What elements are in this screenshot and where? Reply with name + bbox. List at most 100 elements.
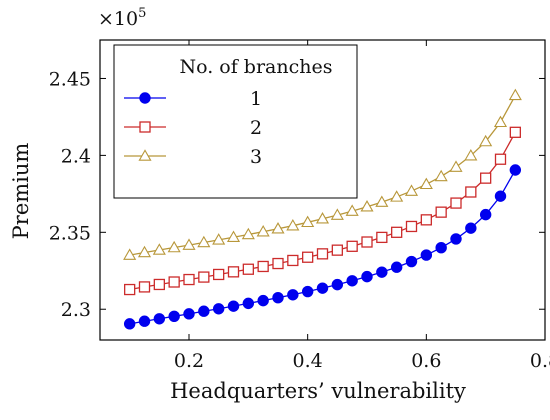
data-point bbox=[479, 208, 492, 221]
data-point bbox=[346, 240, 358, 252]
data-point bbox=[241, 227, 255, 240]
series-3 bbox=[123, 88, 522, 260]
data-point bbox=[405, 255, 418, 268]
data-point bbox=[331, 278, 344, 291]
data-point bbox=[152, 243, 166, 255]
y-axis-label: Premium bbox=[9, 143, 33, 240]
series-layer bbox=[123, 88, 522, 330]
legend: No. of branches 1 2 3 bbox=[113, 44, 358, 199]
data-point bbox=[124, 283, 136, 296]
y-axis-multiplier-base: ×10 bbox=[98, 8, 138, 30]
data-point bbox=[360, 200, 374, 212]
data-point bbox=[390, 261, 403, 273]
data-point bbox=[198, 271, 210, 283]
data-point bbox=[257, 294, 269, 307]
data-point bbox=[183, 273, 195, 286]
data-point bbox=[301, 215, 315, 228]
data-point bbox=[420, 249, 433, 261]
data-point bbox=[480, 172, 492, 184]
legend-label: 1 bbox=[250, 88, 262, 110]
legend-entry-1: 1 bbox=[124, 88, 262, 110]
data-point bbox=[509, 126, 521, 138]
data-point bbox=[316, 248, 329, 260]
data-point bbox=[286, 218, 300, 231]
data-point bbox=[138, 315, 151, 327]
data-point bbox=[464, 148, 478, 161]
data-point bbox=[287, 289, 299, 301]
legend-swatch-marker bbox=[139, 121, 151, 133]
series-2 bbox=[124, 126, 521, 296]
data-point bbox=[153, 278, 165, 291]
data-point bbox=[183, 308, 195, 320]
data-point bbox=[361, 270, 373, 283]
data-point bbox=[198, 305, 210, 317]
data-point bbox=[450, 197, 462, 209]
legend-label: 2 bbox=[250, 117, 262, 139]
x-tick-label: 0.6 bbox=[411, 350, 441, 372]
data-point bbox=[256, 224, 270, 237]
data-point bbox=[123, 318, 136, 330]
data-point bbox=[346, 275, 358, 287]
data-point bbox=[465, 186, 477, 198]
data-point bbox=[330, 208, 344, 220]
data-point bbox=[316, 282, 329, 294]
data-point bbox=[509, 164, 522, 176]
legend-box bbox=[113, 44, 358, 199]
legend-swatch-marker bbox=[139, 92, 151, 104]
y-tick-label: 2.35 bbox=[49, 222, 91, 244]
data-point bbox=[271, 222, 285, 234]
data-point bbox=[391, 226, 403, 238]
data-point bbox=[494, 153, 507, 165]
data-point bbox=[390, 190, 404, 202]
data-point bbox=[272, 257, 284, 270]
data-point bbox=[197, 235, 211, 248]
data-point bbox=[182, 238, 196, 250]
data-point bbox=[227, 300, 240, 312]
data-point bbox=[167, 240, 181, 253]
data-point bbox=[494, 190, 507, 202]
data-point bbox=[493, 115, 508, 128]
data-point bbox=[420, 214, 432, 226]
data-point bbox=[435, 241, 447, 254]
ticks-layer: 0.2 0.4 0.6 0.8 2.3 2.35 2.4 2.45 bbox=[49, 40, 550, 372]
data-point bbox=[435, 206, 447, 218]
data-point bbox=[315, 212, 330, 224]
y-tick-label: 2.3 bbox=[61, 299, 91, 321]
data-point bbox=[345, 204, 359, 216]
data-point bbox=[419, 177, 433, 190]
data-point bbox=[153, 313, 166, 325]
data-point bbox=[331, 244, 343, 256]
data-point bbox=[212, 233, 226, 245]
data-point bbox=[212, 303, 225, 315]
data-point bbox=[242, 297, 255, 310]
data-point bbox=[301, 285, 314, 298]
data-point bbox=[434, 169, 448, 182]
legend-entry-2: 2 bbox=[124, 117, 262, 139]
data-point bbox=[376, 266, 388, 278]
data-point bbox=[465, 222, 477, 234]
data-point bbox=[138, 281, 151, 293]
legend-entries: 1 2 3 bbox=[124, 88, 262, 168]
data-point bbox=[405, 220, 418, 233]
data-point bbox=[168, 310, 180, 323]
legend-swatch-marker bbox=[138, 149, 152, 161]
data-point bbox=[361, 236, 373, 248]
data-point bbox=[242, 263, 254, 275]
plot-frame bbox=[99, 39, 546, 341]
data-point bbox=[376, 231, 388, 244]
data-point bbox=[375, 195, 389, 207]
data-point bbox=[404, 184, 419, 196]
y-tick-label: 2.4 bbox=[61, 145, 91, 167]
data-point bbox=[213, 268, 225, 281]
y-axis-multiplier-exponent: 5 bbox=[138, 6, 146, 21]
data-point bbox=[227, 266, 240, 278]
x-tick-label: 0.2 bbox=[174, 350, 204, 372]
legend-entry-3: 3 bbox=[124, 146, 262, 168]
data-point bbox=[137, 245, 152, 258]
data-point bbox=[450, 233, 462, 245]
data-point bbox=[168, 276, 180, 288]
data-point bbox=[272, 291, 284, 304]
data-point bbox=[302, 251, 314, 263]
